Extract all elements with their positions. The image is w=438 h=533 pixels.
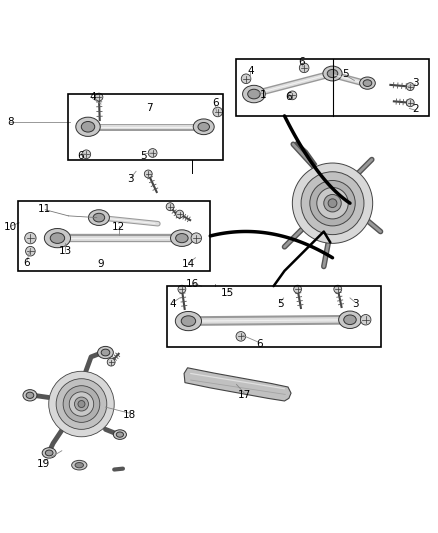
Ellipse shape	[76, 117, 100, 136]
Ellipse shape	[344, 315, 356, 325]
Ellipse shape	[193, 119, 214, 135]
Circle shape	[310, 181, 355, 226]
Circle shape	[107, 358, 115, 366]
Text: 3: 3	[352, 298, 359, 309]
Circle shape	[301, 172, 364, 235]
Ellipse shape	[170, 230, 193, 246]
Ellipse shape	[247, 89, 260, 99]
Text: 3: 3	[412, 78, 419, 88]
Text: 6: 6	[24, 258, 30, 268]
Text: 10: 10	[4, 222, 17, 232]
Circle shape	[178, 285, 186, 293]
Ellipse shape	[88, 210, 110, 225]
Circle shape	[324, 195, 341, 212]
Circle shape	[145, 170, 152, 178]
Circle shape	[69, 392, 94, 416]
Circle shape	[292, 163, 373, 244]
Circle shape	[334, 285, 342, 293]
Ellipse shape	[363, 80, 372, 86]
Circle shape	[148, 149, 157, 157]
Text: 14: 14	[182, 260, 195, 269]
Circle shape	[25, 232, 36, 244]
Text: 7: 7	[146, 103, 152, 114]
Text: 3: 3	[127, 174, 134, 184]
Circle shape	[360, 314, 371, 325]
Ellipse shape	[243, 85, 265, 103]
Text: 16: 16	[186, 279, 199, 289]
Ellipse shape	[339, 311, 361, 328]
Ellipse shape	[116, 432, 124, 437]
Ellipse shape	[360, 77, 375, 89]
Circle shape	[317, 188, 348, 219]
Text: 4: 4	[247, 66, 254, 76]
Bar	[166, 286, 381, 348]
Circle shape	[406, 83, 414, 91]
Text: 15: 15	[221, 288, 234, 298]
Circle shape	[95, 93, 103, 101]
Ellipse shape	[93, 213, 105, 222]
Text: 9: 9	[98, 260, 104, 269]
Circle shape	[82, 150, 91, 159]
Circle shape	[236, 332, 246, 341]
Ellipse shape	[323, 66, 342, 81]
Text: 5: 5	[141, 151, 147, 161]
Ellipse shape	[181, 316, 196, 326]
Ellipse shape	[23, 390, 37, 401]
Ellipse shape	[45, 450, 53, 456]
Text: 6: 6	[298, 57, 304, 67]
Ellipse shape	[198, 123, 209, 131]
Text: 5: 5	[343, 69, 349, 79]
Ellipse shape	[98, 346, 113, 359]
Circle shape	[166, 203, 174, 211]
Polygon shape	[184, 368, 291, 401]
Bar	[68, 94, 223, 159]
Ellipse shape	[175, 311, 201, 330]
Circle shape	[213, 107, 223, 117]
Text: 6: 6	[212, 98, 219, 108]
Text: 4: 4	[170, 298, 177, 309]
Text: 18: 18	[123, 410, 136, 420]
Ellipse shape	[113, 430, 127, 439]
Text: 17: 17	[238, 390, 251, 400]
Bar	[18, 201, 210, 271]
Ellipse shape	[176, 233, 188, 243]
Circle shape	[288, 91, 297, 100]
Circle shape	[406, 99, 414, 107]
Ellipse shape	[75, 463, 84, 468]
Circle shape	[63, 386, 100, 422]
Bar	[237, 59, 428, 116]
Circle shape	[241, 74, 251, 84]
Ellipse shape	[72, 461, 87, 470]
Ellipse shape	[81, 122, 95, 132]
Circle shape	[74, 397, 88, 411]
Ellipse shape	[50, 233, 65, 244]
Circle shape	[78, 400, 85, 408]
Circle shape	[328, 199, 337, 207]
Text: 19: 19	[37, 459, 50, 469]
Text: 13: 13	[59, 246, 72, 256]
Text: 12: 12	[112, 222, 125, 232]
Circle shape	[293, 285, 301, 293]
Text: 6: 6	[286, 92, 292, 102]
Text: 2: 2	[412, 104, 419, 114]
Circle shape	[49, 372, 114, 437]
Ellipse shape	[26, 392, 34, 399]
Ellipse shape	[327, 69, 338, 78]
Text: 5: 5	[277, 298, 283, 309]
Text: 1: 1	[260, 91, 267, 100]
Text: 6: 6	[256, 339, 262, 349]
Ellipse shape	[101, 349, 110, 356]
Circle shape	[176, 210, 184, 218]
Text: 4: 4	[89, 92, 95, 102]
Circle shape	[191, 233, 201, 244]
Circle shape	[56, 379, 107, 430]
Text: 8: 8	[7, 117, 14, 127]
Ellipse shape	[42, 448, 56, 458]
Circle shape	[25, 246, 35, 256]
Circle shape	[299, 63, 309, 72]
Ellipse shape	[44, 229, 71, 248]
Text: 11: 11	[38, 204, 51, 214]
Text: 6: 6	[78, 151, 85, 161]
